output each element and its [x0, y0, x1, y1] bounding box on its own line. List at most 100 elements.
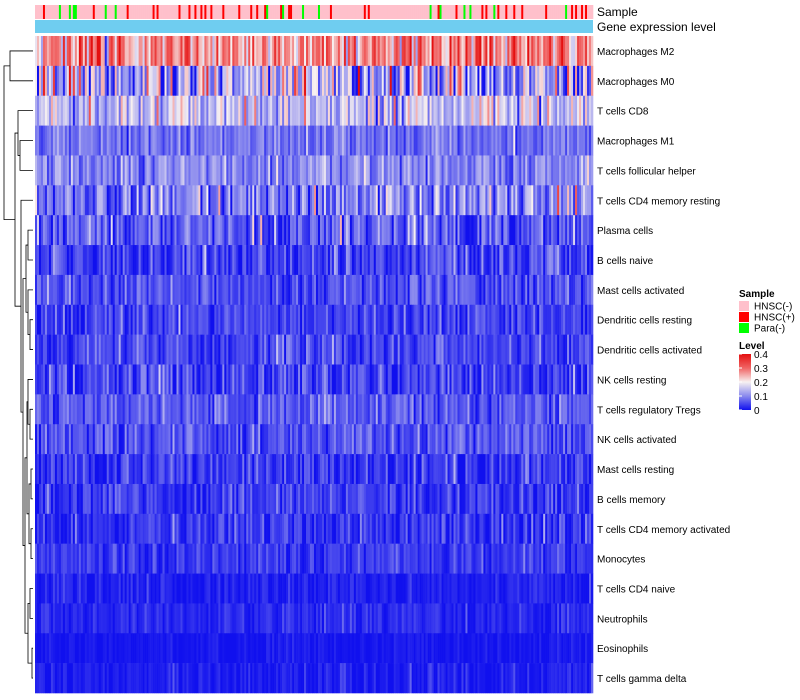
heatmap-cell	[579, 394, 582, 425]
heatmap-cell	[64, 364, 68, 395]
heatmap-cell	[509, 245, 512, 276]
heatmap-cell	[290, 274, 293, 306]
sample-cell	[457, 5, 460, 19]
heatmap-cell	[104, 95, 108, 126]
sample-cell	[493, 5, 496, 19]
heatmap-cell	[276, 394, 279, 425]
heatmap-cell	[38, 364, 42, 395]
heatmap-cell	[114, 125, 118, 156]
heatmap-cell	[128, 185, 131, 216]
heatmap-cell	[216, 274, 219, 306]
heatmap-cell	[373, 215, 377, 246]
heatmap-cell	[399, 65, 402, 97]
heatmap-cell	[497, 125, 500, 156]
heatmap-cell	[218, 424, 221, 455]
heatmap-cell	[268, 483, 271, 515]
heatmap-cell	[106, 304, 110, 335]
heatmap-cell	[94, 215, 98, 246]
heatmap-cell	[411, 304, 414, 335]
heatmap-cell	[300, 274, 303, 306]
heatmap-cell	[321, 304, 325, 335]
heatmap-cell	[445, 334, 448, 365]
heatmap-cell	[497, 215, 500, 246]
heatmap-cell	[443, 185, 446, 216]
heatmap-cell	[244, 424, 247, 455]
heatmap-cell	[242, 424, 245, 455]
heatmap-cell	[200, 125, 203, 156]
heatmap-cell	[104, 155, 108, 186]
sample-cell	[499, 5, 502, 19]
heatmap-cell	[64, 185, 68, 216]
heatmap-cell	[419, 364, 422, 395]
heatmap-cell	[371, 483, 375, 515]
heatmap-cell	[114, 483, 118, 515]
heatmap-cell	[140, 483, 143, 515]
heatmap-cell	[461, 155, 464, 186]
heatmap-cell	[250, 334, 253, 365]
heatmap-cell	[425, 274, 428, 306]
heatmap-cell	[154, 245, 157, 276]
sample-cell	[144, 5, 147, 19]
heatmap-cell	[423, 245, 426, 276]
heatmap-cell	[122, 394, 125, 425]
heatmap-cell	[497, 334, 500, 365]
sample-cell	[192, 5, 195, 19]
heatmap-cell	[160, 304, 163, 335]
heatmap-cell	[196, 424, 199, 455]
heatmap-cell	[479, 364, 482, 395]
heatmap-cell	[421, 36, 424, 67]
heatmap-cell	[126, 65, 129, 97]
sample-cell	[335, 5, 339, 19]
heatmap-cell	[280, 334, 283, 365]
heatmap-cell	[405, 334, 408, 365]
heatmap-cell	[114, 304, 118, 335]
heatmap-cell	[292, 65, 295, 97]
heatmap-cell	[278, 454, 281, 485]
heatmap-cell	[306, 36, 309, 67]
heatmap-cell	[84, 424, 88, 455]
heatmap-cell	[437, 513, 440, 544]
heatmap-cell	[210, 215, 213, 246]
heatmap-cell	[577, 125, 580, 156]
heatmap-cell	[258, 65, 261, 97]
heatmap-cell	[511, 185, 514, 216]
heatmap-cell	[511, 304, 514, 335]
heatmap-cell	[467, 454, 470, 485]
heatmap-cell	[74, 65, 78, 97]
heatmap-cell	[315, 483, 319, 515]
heatmap-cell	[465, 304, 468, 335]
heatmap-cell	[304, 125, 307, 156]
heatmap-cell	[449, 394, 452, 425]
heatmap-cell	[469, 215, 472, 246]
heatmap-cell	[146, 454, 149, 485]
heatmap-cell	[559, 394, 562, 425]
heatmap-cell	[70, 513, 74, 544]
heatmap-cell	[142, 274, 145, 306]
heatmap-cell	[140, 95, 143, 126]
heatmap-cell	[333, 304, 337, 335]
heatmap-cell	[427, 394, 430, 425]
heatmap-cell	[485, 95, 488, 126]
heatmap-cell	[553, 36, 556, 67]
heatmap-cell	[525, 36, 528, 67]
heatmap-cell	[433, 125, 436, 156]
heatmap-cell	[84, 185, 88, 216]
heatmap-cell	[541, 274, 544, 306]
heatmap-cell	[252, 483, 255, 515]
heatmap-cell	[46, 304, 50, 335]
heatmap-cell	[583, 364, 586, 395]
heatmap-cell	[443, 394, 446, 425]
heatmap-cell	[477, 36, 480, 67]
heatmap-cell	[296, 245, 299, 276]
heatmap-cell	[272, 364, 275, 395]
heatmap-cell	[353, 65, 357, 97]
heatmap-cell	[369, 245, 373, 276]
heatmap-cell	[170, 334, 173, 365]
heatmap-cell	[86, 245, 90, 276]
heatmap-cell	[64, 513, 68, 544]
heatmap-cell	[337, 334, 341, 365]
heatmap-cell	[136, 274, 139, 306]
heatmap-cell	[455, 36, 458, 67]
heatmap-cell	[104, 364, 108, 395]
heatmap-cell	[168, 36, 171, 67]
